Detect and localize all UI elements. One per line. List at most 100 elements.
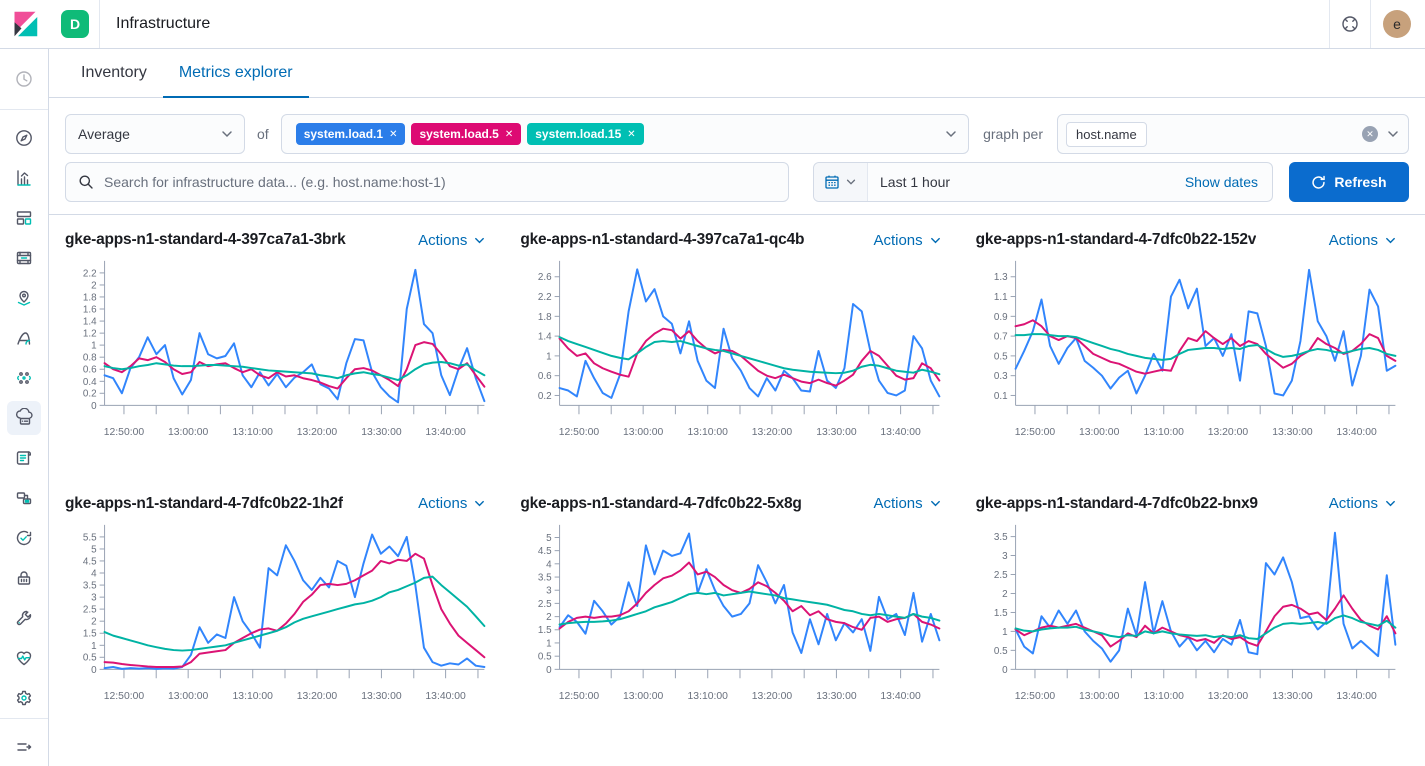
svg-text:13:10:00: 13:10:00 <box>688 691 729 702</box>
refresh-button[interactable]: Refresh <box>1289 162 1409 202</box>
svg-text:4.5: 4.5 <box>538 546 552 557</box>
uptime-clock-icon[interactable] <box>7 521 41 555</box>
infrastructure-metrics-icon[interactable] <box>7 401 41 435</box>
time-range-value[interactable]: Last 1 hour <box>880 174 951 190</box>
svg-text:13:30:00: 13:30:00 <box>361 691 402 702</box>
metric-badge-system-load-15[interactable]: system.load.15 ✕ <box>527 123 644 145</box>
discover-compass-icon[interactable] <box>7 121 41 155</box>
chevron-down-icon <box>846 179 856 185</box>
dev-tools-wrench-icon[interactable] <box>7 601 41 635</box>
svg-text:0.2: 0.2 <box>538 391 552 402</box>
svg-text:12:50:00: 12:50:00 <box>1014 691 1055 702</box>
svg-text:1: 1 <box>1002 627 1008 638</box>
svg-text:1.2: 1.2 <box>83 329 97 340</box>
deployment-icon[interactable] <box>1330 0 1370 48</box>
svg-text:0: 0 <box>91 665 97 676</box>
calendar-icon <box>825 175 839 189</box>
chevron-down-icon <box>222 131 232 138</box>
line-chart-plot[interactable]: 0 0.5 1 1.5 2 2.5 3 3.5 12:50:00 13:00:00 13:10:00… <box>976 519 1401 715</box>
clear-group-by-icon[interactable]: ✕ <box>1362 126 1378 142</box>
refresh-icon <box>1312 175 1326 189</box>
stack-monitoring-heartbeat-icon[interactable] <box>7 641 41 675</box>
svg-text:1.5: 1.5 <box>83 629 97 640</box>
chart-actions-button[interactable]: Actions <box>418 232 486 249</box>
metric-badge-system-load-5[interactable]: system.load.5 ✕ <box>411 123 522 145</box>
chart-actions-button[interactable]: Actions <box>418 495 486 512</box>
show-dates-link[interactable]: Show dates <box>1184 174 1258 190</box>
chart-title: gke-apps-n1-standard-4-397ca7a1-qc4b <box>520 231 805 248</box>
line-chart-plot[interactable]: 0.1 0.3 0.5 0.7 0.9 1.1 1.3 12:50:00 13:00:00 13:… <box>976 255 1401 451</box>
chart-title: gke-apps-n1-standard-4-7dfc0b22-5x8g <box>520 494 802 512</box>
chevron-down-icon[interactable] <box>1386 127 1400 141</box>
apm-nodes-icon[interactable] <box>7 481 41 515</box>
svg-text:13:10:00: 13:10:00 <box>233 691 274 702</box>
calendar-menu-button[interactable] <box>814 163 868 201</box>
svg-text:2.6: 2.6 <box>538 272 552 283</box>
svg-text:13:00:00: 13:00:00 <box>623 691 664 702</box>
remove-metric-icon[interactable]: ✕ <box>504 128 514 140</box>
metric-badge-system-load-1[interactable]: system.load.1 ✕ <box>295 123 406 145</box>
line-chart-plot[interactable]: 0 0.2 0.4 0.6 0.8 1 1.2 1.4 1.6 1.8 2 2.2 12:50:00 13… <box>65 255 490 451</box>
chart-actions-button[interactable]: Actions <box>873 495 941 512</box>
remove-metric-icon[interactable]: ✕ <box>389 128 398 140</box>
group-by-combobox[interactable]: host.name ✕ <box>1057 114 1409 154</box>
svg-text:3.5: 3.5 <box>538 572 552 583</box>
of-label: of <box>257 126 269 142</box>
svg-text:12:50:00: 12:50:00 <box>1014 427 1055 438</box>
chart-actions-button[interactable]: Actions <box>1329 232 1397 249</box>
remove-metric-icon[interactable]: ✕ <box>627 128 636 140</box>
svg-text:4: 4 <box>91 568 97 579</box>
collapse-menu-icon[interactable] <box>7 730 41 764</box>
chart-actions-button[interactable]: Actions <box>873 232 941 249</box>
svg-text:13:20:00: 13:20:00 <box>752 427 793 438</box>
recently-viewed-clock-icon[interactable] <box>7 62 41 96</box>
chevron-down-icon[interactable] <box>944 127 958 141</box>
management-gear-icon[interactable] <box>7 681 41 715</box>
svg-text:13:40:00: 13:40:00 <box>1336 427 1377 438</box>
line-chart-plot[interactable]: 0 0.5 1 1.5 2 2.5 3 3.5 4 4.5 5 5.5 12:50:00 13:00:00… <box>65 519 490 715</box>
svg-text:3.5: 3.5 <box>994 532 1008 543</box>
svg-text:4: 4 <box>546 559 552 570</box>
metrics-combobox[interactable]: system.load.1 ✕ system.load.5 ✕ system.l… <box>280 114 970 154</box>
metric-chart-card: gke-apps-n1-standard-4-7dfc0b22-bnx9 Act… <box>976 495 1401 715</box>
date-picker: Last 1 hour Show dates <box>813 162 1273 202</box>
canvas-icon[interactable] <box>7 241 41 275</box>
svg-text:3.5: 3.5 <box>83 580 97 591</box>
dashboard-icon[interactable] <box>7 201 41 235</box>
space-badge[interactable]: D <box>61 10 89 38</box>
kibana-logo[interactable] <box>0 0 49 48</box>
logs-scroll-icon[interactable] <box>7 441 41 475</box>
tab-inventory[interactable]: Inventory <box>81 64 147 81</box>
topbar-divider <box>1370 0 1371 48</box>
visualize-chart-icon[interactable] <box>7 161 41 195</box>
svg-text:1: 1 <box>546 351 552 362</box>
line-chart-plot[interactable]: 0 0.5 1 1.5 2 2.5 3 3.5 4 4.5 5 12:50:00 13:00:00 13:… <box>520 519 945 715</box>
metric-chart-card: gke-apps-n1-standard-4-7dfc0b22-5x8g Act… <box>520 495 945 715</box>
search-input[interactable] <box>104 174 776 190</box>
chevron-down-icon <box>930 237 940 243</box>
tab-metrics-explorer[interactable]: Metrics explorer <box>162 49 309 98</box>
maps-pin-icon[interactable] <box>7 281 41 315</box>
search-bar[interactable] <box>65 162 789 202</box>
svg-text:13:40:00: 13:40:00 <box>425 691 466 702</box>
graph-nodes-icon[interactable] <box>7 361 41 395</box>
svg-text:0.2: 0.2 <box>83 389 97 400</box>
svg-text:13:40:00: 13:40:00 <box>881 427 922 438</box>
svg-text:0: 0 <box>1002 665 1008 676</box>
svg-text:13:00:00: 13:00:00 <box>1079 691 1120 702</box>
user-avatar[interactable]: e <box>1383 10 1411 38</box>
svg-text:2.5: 2.5 <box>83 604 97 615</box>
svg-text:0.5: 0.5 <box>994 646 1008 657</box>
siem-lock-icon[interactable] <box>7 561 41 595</box>
svg-text:2.2: 2.2 <box>83 268 97 279</box>
chart-actions-button[interactable]: Actions <box>1329 495 1397 512</box>
kibana-logo-icon <box>14 11 37 37</box>
metric-chart-card: gke-apps-n1-standard-4-397ca7a1-qc4b Act… <box>520 231 945 451</box>
aggregation-select[interactable]: Average <box>65 114 245 154</box>
svg-text:3: 3 <box>546 586 552 597</box>
line-chart-plot[interactable]: 0.2 0.6 1 1.4 1.8 2.2 2.6 12:50:00 13:00:00 13:10… <box>520 255 945 451</box>
machine-learning-icon[interactable] <box>7 321 41 355</box>
svg-text:13:40:00: 13:40:00 <box>881 691 922 702</box>
svg-text:12:50:00: 12:50:00 <box>104 691 145 702</box>
svg-text:3: 3 <box>1002 551 1008 562</box>
